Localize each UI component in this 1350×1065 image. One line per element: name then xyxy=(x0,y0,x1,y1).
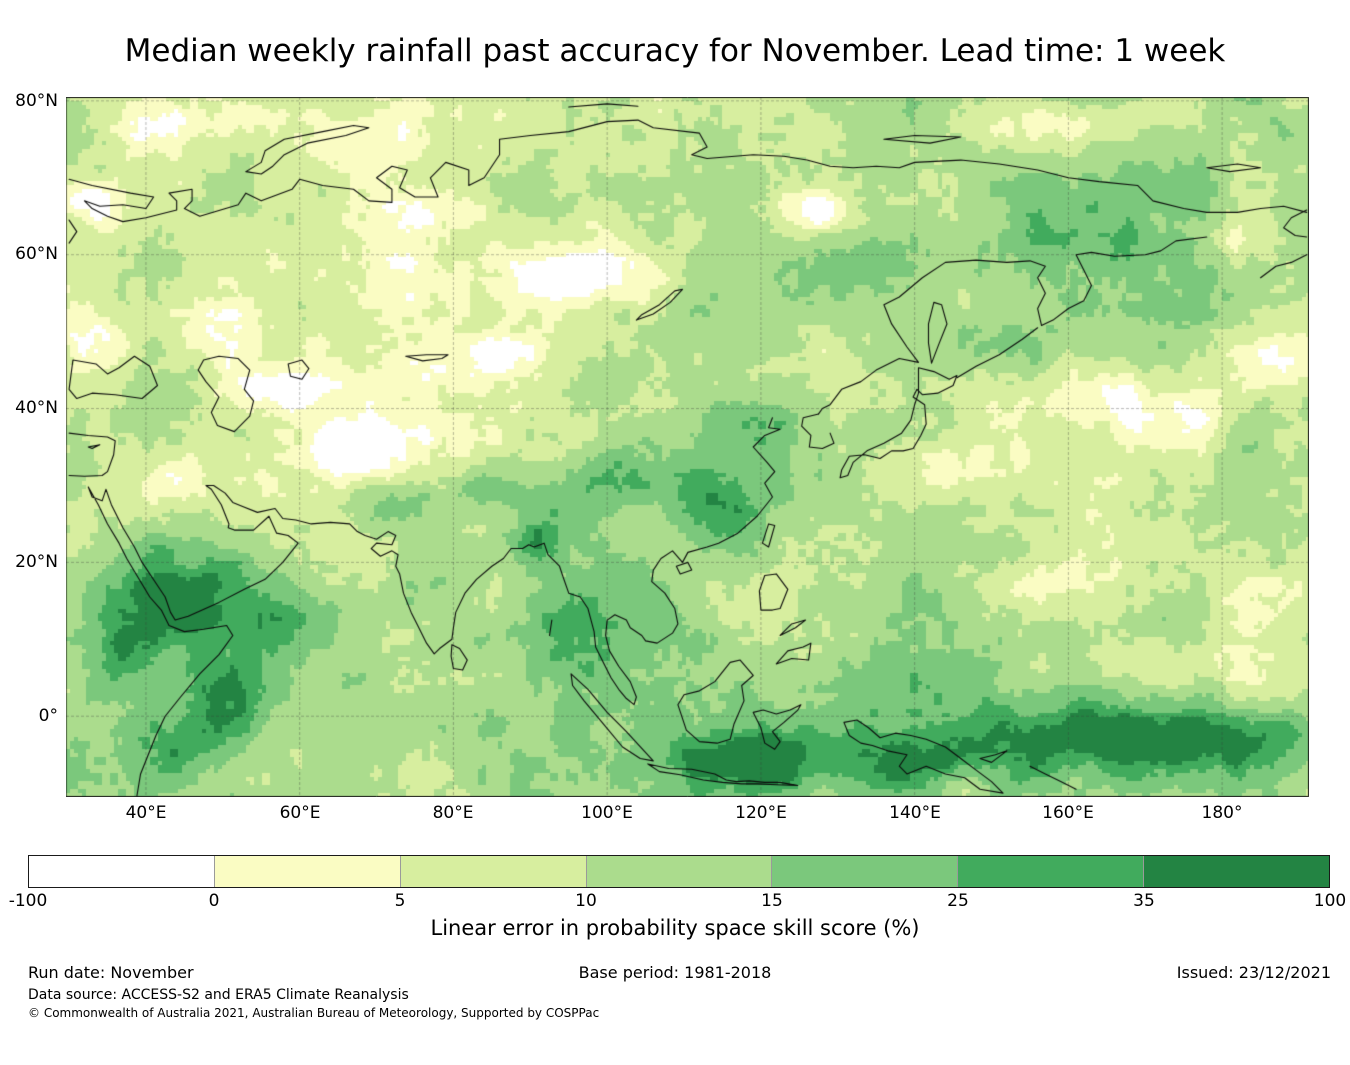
lat-tick-40n: 40°N xyxy=(15,398,58,418)
colorbar-segment-neg100-0 xyxy=(29,856,214,887)
lon-tick-140e: 140°E xyxy=(889,803,941,823)
colorbar-label: Linear error in probability space skill … xyxy=(430,916,920,940)
base-period-text: Base period: 1981-2018 xyxy=(578,963,772,982)
lon-tick-160e: 160°E xyxy=(1042,803,1094,823)
colorbar-segment-25-35 xyxy=(957,856,1144,887)
lon-tick-40e: 40°E xyxy=(125,803,167,823)
colorbar-segment-15-25 xyxy=(771,856,958,887)
lat-tick-0: 0° xyxy=(38,706,58,726)
lon-tick-60e: 60°E xyxy=(279,803,321,823)
colorbar-segment-0-5 xyxy=(213,856,400,887)
colorbar xyxy=(28,855,1330,888)
colorbar-tick-10: 10 xyxy=(575,891,597,911)
colorbar-tick-25: 25 xyxy=(947,891,969,911)
colorbar-tick-35: 35 xyxy=(1133,891,1155,911)
colorbar-tick-100: 100 xyxy=(1313,891,1347,911)
lon-tick-180: 180° xyxy=(1201,803,1243,823)
issued-date-text: Issued: 23/12/2021 xyxy=(1176,963,1331,982)
colorbar-tick-5: 5 xyxy=(394,891,406,911)
lat-tick-80n: 80°N xyxy=(15,91,58,111)
colorbar-segment-10-15 xyxy=(585,856,772,887)
colorbar-tick-neg100: -100 xyxy=(8,891,48,911)
lon-tick-80e: 80°E xyxy=(432,803,474,823)
colorbar-segment-35-100 xyxy=(1143,856,1330,887)
skill-score-map xyxy=(66,97,1309,797)
data-source-text: Data source: ACCESS-S2 and ERA5 Climate … xyxy=(28,987,409,1003)
lat-tick-60n: 60°N xyxy=(15,244,58,264)
colorbar-tick-0: 0 xyxy=(208,891,220,911)
lat-tick-20n: 20°N xyxy=(15,552,58,572)
run-date-text: Run date: November xyxy=(28,963,194,982)
chart-title: Median weekly rainfall past accuracy for… xyxy=(124,33,1226,69)
colorbar-tick-15: 15 xyxy=(761,891,783,911)
colorbar-segment-5-10 xyxy=(399,856,586,887)
lon-tick-120e: 120°E xyxy=(735,803,787,823)
copyright-text: © Commonwealth of Australia 2021, Austra… xyxy=(28,1006,600,1020)
lon-tick-100e: 100°E xyxy=(581,803,633,823)
